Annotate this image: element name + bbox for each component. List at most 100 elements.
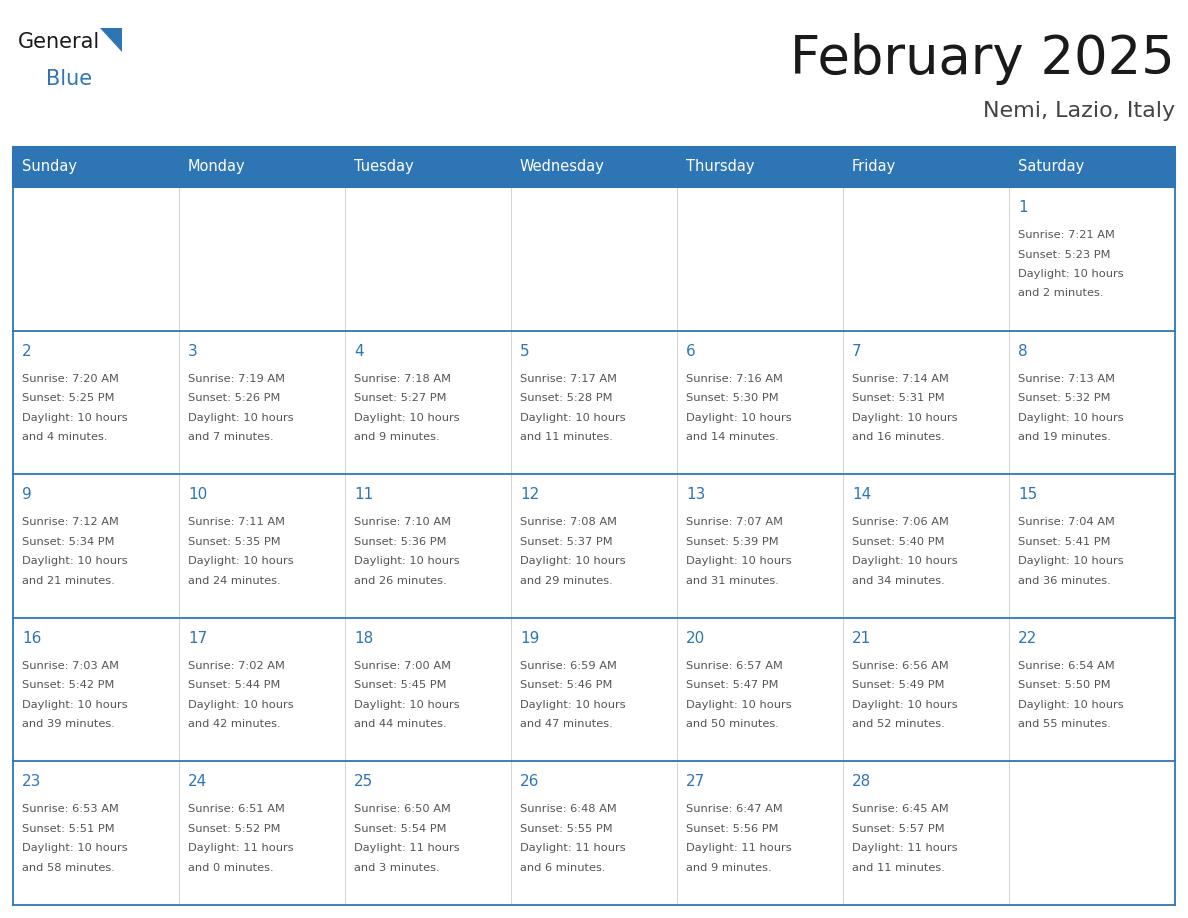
Bar — [13, 475, 179, 618]
Text: Daylight: 10 hours: Daylight: 10 hours — [354, 700, 460, 710]
Text: Sunset: 5:42 PM: Sunset: 5:42 PM — [23, 680, 114, 690]
Text: Sunset: 5:34 PM: Sunset: 5:34 PM — [23, 537, 114, 547]
Bar — [345, 761, 511, 905]
Bar — [677, 147, 843, 187]
Text: Daylight: 10 hours: Daylight: 10 hours — [852, 700, 958, 710]
Text: 3: 3 — [188, 343, 197, 359]
Text: Sunset: 5:46 PM: Sunset: 5:46 PM — [520, 680, 612, 690]
Text: 19: 19 — [520, 631, 539, 645]
Text: Daylight: 10 hours: Daylight: 10 hours — [852, 556, 958, 566]
Bar — [511, 147, 677, 187]
Text: Daylight: 11 hours: Daylight: 11 hours — [188, 844, 293, 854]
Text: Daylight: 10 hours: Daylight: 10 hours — [520, 556, 626, 566]
Text: and 11 minutes.: and 11 minutes. — [520, 432, 613, 442]
Bar — [179, 618, 345, 761]
Bar — [677, 618, 843, 761]
Text: Daylight: 11 hours: Daylight: 11 hours — [354, 844, 460, 854]
Text: 20: 20 — [685, 631, 706, 645]
Text: Daylight: 10 hours: Daylight: 10 hours — [23, 412, 127, 422]
Text: Sunset: 5:44 PM: Sunset: 5:44 PM — [188, 680, 280, 690]
Bar — [1009, 147, 1175, 187]
Text: 23: 23 — [23, 775, 42, 789]
Text: and 6 minutes.: and 6 minutes. — [520, 863, 606, 873]
Text: Daylight: 10 hours: Daylight: 10 hours — [354, 412, 460, 422]
Text: Sunrise: 7:03 AM: Sunrise: 7:03 AM — [23, 661, 119, 671]
Text: Sunrise: 7:12 AM: Sunrise: 7:12 AM — [23, 517, 119, 527]
Bar — [345, 330, 511, 475]
Text: Daylight: 10 hours: Daylight: 10 hours — [1018, 269, 1124, 279]
Text: 18: 18 — [354, 631, 373, 645]
Text: Daylight: 10 hours: Daylight: 10 hours — [23, 700, 127, 710]
Text: Sunrise: 7:04 AM: Sunrise: 7:04 AM — [1018, 517, 1114, 527]
Bar — [677, 475, 843, 618]
Text: 11: 11 — [354, 487, 373, 502]
Text: Sunrise: 7:11 AM: Sunrise: 7:11 AM — [188, 517, 285, 527]
Text: Daylight: 10 hours: Daylight: 10 hours — [188, 412, 293, 422]
Bar — [179, 761, 345, 905]
Text: Saturday: Saturday — [1018, 160, 1085, 174]
Text: and 11 minutes.: and 11 minutes. — [852, 863, 944, 873]
Bar — [511, 330, 677, 475]
Text: 28: 28 — [852, 775, 871, 789]
Text: and 21 minutes.: and 21 minutes. — [23, 576, 115, 586]
Text: and 52 minutes.: and 52 minutes. — [852, 720, 944, 729]
Bar — [511, 187, 677, 330]
Text: Daylight: 10 hours: Daylight: 10 hours — [1018, 412, 1124, 422]
Text: Daylight: 10 hours: Daylight: 10 hours — [852, 412, 958, 422]
Text: General: General — [18, 32, 100, 52]
Bar — [179, 330, 345, 475]
Text: Blue: Blue — [46, 69, 93, 89]
Text: Sunset: 5:45 PM: Sunset: 5:45 PM — [354, 680, 447, 690]
Text: Sunrise: 7:07 AM: Sunrise: 7:07 AM — [685, 517, 783, 527]
Text: Daylight: 10 hours: Daylight: 10 hours — [685, 700, 791, 710]
Bar — [511, 761, 677, 905]
Bar — [677, 187, 843, 330]
Text: 26: 26 — [520, 775, 539, 789]
Text: and 31 minutes.: and 31 minutes. — [685, 576, 779, 586]
Text: Thursday: Thursday — [685, 160, 754, 174]
Text: and 26 minutes.: and 26 minutes. — [354, 576, 447, 586]
Bar — [1009, 475, 1175, 618]
Text: Sunrise: 7:14 AM: Sunrise: 7:14 AM — [852, 374, 949, 384]
Text: 1: 1 — [1018, 200, 1028, 215]
Bar — [843, 761, 1009, 905]
Text: Sunrise: 7:02 AM: Sunrise: 7:02 AM — [188, 661, 285, 671]
Text: 10: 10 — [188, 487, 207, 502]
Text: and 14 minutes.: and 14 minutes. — [685, 432, 779, 442]
Text: Sunrise: 6:45 AM: Sunrise: 6:45 AM — [852, 804, 949, 814]
Text: Sunrise: 6:51 AM: Sunrise: 6:51 AM — [188, 804, 285, 814]
Polygon shape — [100, 28, 122, 52]
Bar — [677, 330, 843, 475]
Text: Monday: Monday — [188, 160, 246, 174]
Bar — [179, 475, 345, 618]
Text: Sunrise: 7:10 AM: Sunrise: 7:10 AM — [354, 517, 451, 527]
Text: Sunset: 5:28 PM: Sunset: 5:28 PM — [520, 393, 613, 403]
Bar — [13, 330, 179, 475]
Text: Daylight: 10 hours: Daylight: 10 hours — [685, 412, 791, 422]
Text: Sunset: 5:30 PM: Sunset: 5:30 PM — [685, 393, 778, 403]
Bar — [179, 147, 345, 187]
Text: Daylight: 10 hours: Daylight: 10 hours — [520, 412, 626, 422]
Text: and 4 minutes.: and 4 minutes. — [23, 432, 107, 442]
Bar — [13, 761, 179, 905]
Text: Sunrise: 6:53 AM: Sunrise: 6:53 AM — [23, 804, 119, 814]
Text: Sunrise: 7:06 AM: Sunrise: 7:06 AM — [852, 517, 949, 527]
Text: Tuesday: Tuesday — [354, 160, 413, 174]
Bar — [1009, 330, 1175, 475]
Text: 17: 17 — [188, 631, 207, 645]
Text: and 9 minutes.: and 9 minutes. — [685, 863, 772, 873]
Text: 5: 5 — [520, 343, 530, 359]
Text: Daylight: 10 hours: Daylight: 10 hours — [23, 556, 127, 566]
Text: 15: 15 — [1018, 487, 1037, 502]
Text: Sunset: 5:23 PM: Sunset: 5:23 PM — [1018, 250, 1111, 260]
Text: Nemi, Lazio, Italy: Nemi, Lazio, Italy — [982, 101, 1175, 121]
Bar — [345, 147, 511, 187]
Text: Daylight: 11 hours: Daylight: 11 hours — [685, 844, 791, 854]
Bar — [511, 618, 677, 761]
Text: Sunrise: 6:56 AM: Sunrise: 6:56 AM — [852, 661, 949, 671]
Text: Daylight: 11 hours: Daylight: 11 hours — [852, 844, 958, 854]
Text: Daylight: 10 hours: Daylight: 10 hours — [188, 700, 293, 710]
Bar — [13, 147, 179, 187]
Text: and 39 minutes.: and 39 minutes. — [23, 720, 115, 729]
Bar — [345, 618, 511, 761]
